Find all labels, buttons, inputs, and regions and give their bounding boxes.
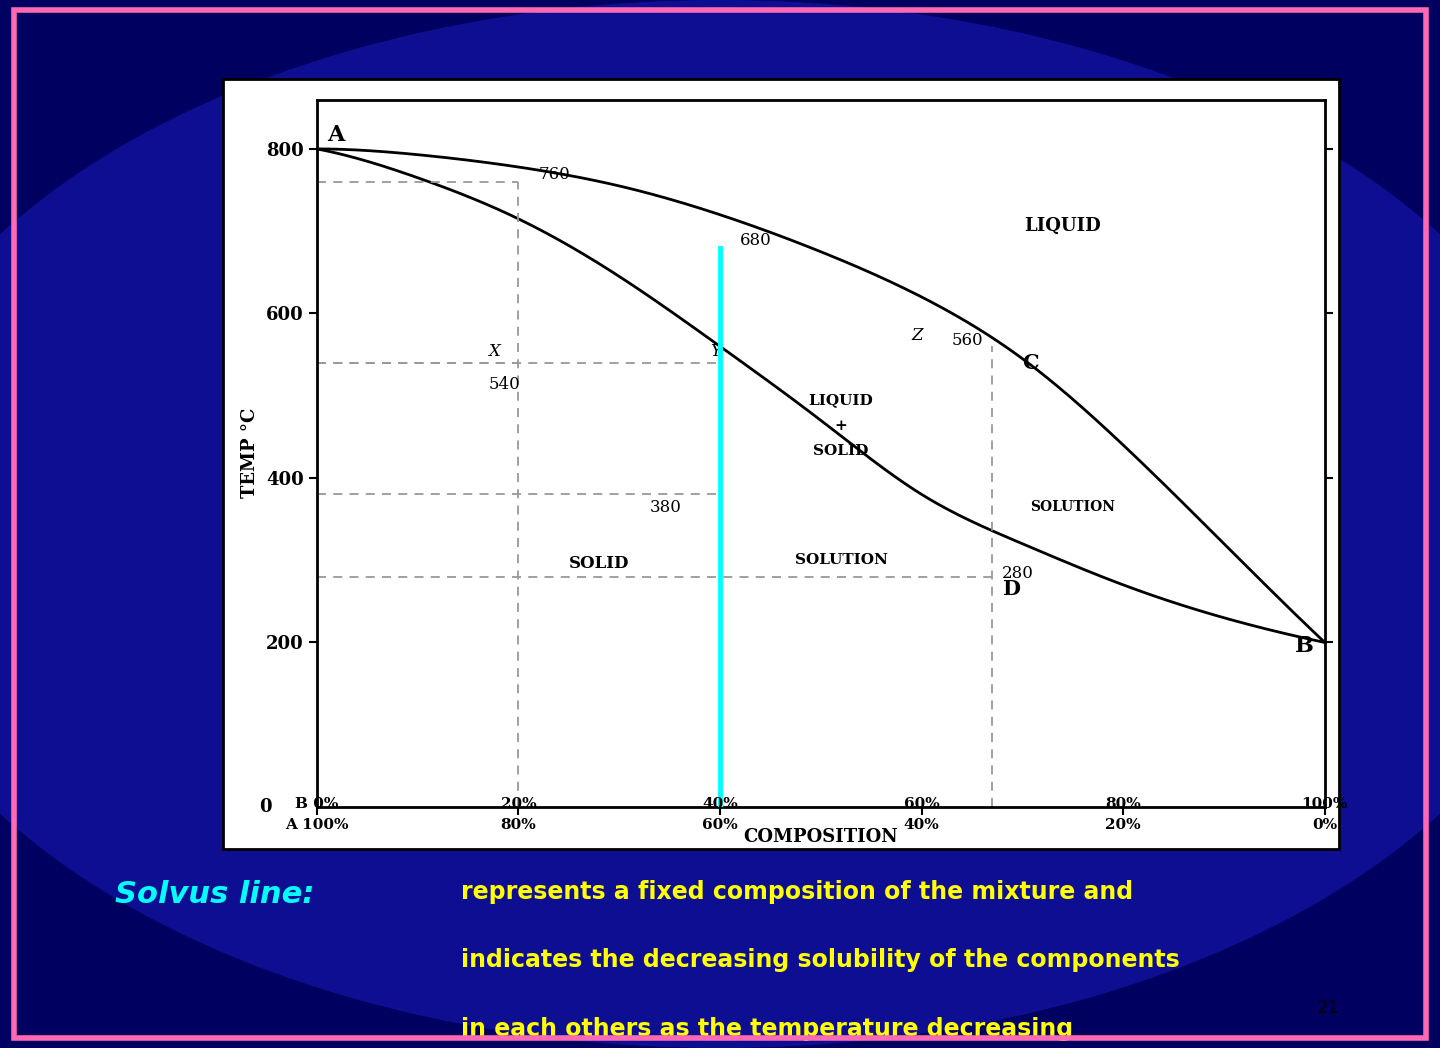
Text: LIQUID: LIQUID bbox=[809, 393, 873, 407]
Text: Y: Y bbox=[710, 343, 721, 361]
Text: B 0%: B 0% bbox=[295, 796, 338, 810]
Text: A 100%: A 100% bbox=[285, 818, 348, 832]
Text: A: A bbox=[327, 124, 344, 146]
Text: Solvus line:: Solvus line: bbox=[115, 880, 315, 910]
Text: X: X bbox=[488, 343, 500, 361]
Text: 380: 380 bbox=[649, 500, 681, 517]
Text: C: C bbox=[1022, 352, 1040, 372]
Text: 0%: 0% bbox=[1312, 818, 1338, 832]
Text: 100%: 100% bbox=[1302, 796, 1348, 810]
Text: 80%: 80% bbox=[501, 818, 536, 832]
Text: 20%: 20% bbox=[1106, 818, 1140, 832]
Y-axis label: TEMP °C: TEMP °C bbox=[240, 408, 259, 499]
Text: 0: 0 bbox=[259, 798, 271, 816]
Text: COMPOSITION: COMPOSITION bbox=[743, 828, 899, 846]
Text: SOLUTION: SOLUTION bbox=[1030, 500, 1116, 514]
Text: 280: 280 bbox=[1002, 565, 1034, 583]
Text: in each others as the temperature decreasing: in each others as the temperature decrea… bbox=[461, 1017, 1073, 1041]
Text: 21: 21 bbox=[1316, 999, 1339, 1017]
Text: SOLID: SOLID bbox=[569, 555, 629, 572]
Text: LIQUID: LIQUID bbox=[1024, 217, 1102, 235]
Text: +: + bbox=[835, 419, 847, 433]
Text: 560: 560 bbox=[952, 331, 984, 349]
Text: 40%: 40% bbox=[904, 818, 939, 832]
Text: 80%: 80% bbox=[1106, 796, 1140, 810]
Text: SOLUTION: SOLUTION bbox=[795, 553, 887, 567]
Text: D: D bbox=[1002, 578, 1020, 598]
Text: 60%: 60% bbox=[904, 796, 939, 810]
Text: 60%: 60% bbox=[703, 818, 737, 832]
Text: 40%: 40% bbox=[703, 796, 737, 810]
Text: 20%: 20% bbox=[501, 796, 536, 810]
Text: 760: 760 bbox=[539, 167, 570, 183]
Text: Z: Z bbox=[912, 327, 923, 344]
Text: B: B bbox=[1295, 635, 1313, 657]
Text: SOLID: SOLID bbox=[814, 444, 868, 458]
Text: 680: 680 bbox=[740, 233, 772, 249]
Text: 540: 540 bbox=[488, 376, 520, 393]
Text: represents a fixed composition of the mixture and: represents a fixed composition of the mi… bbox=[461, 880, 1133, 904]
Text: indicates the decreasing solubility of the components: indicates the decreasing solubility of t… bbox=[461, 948, 1179, 973]
